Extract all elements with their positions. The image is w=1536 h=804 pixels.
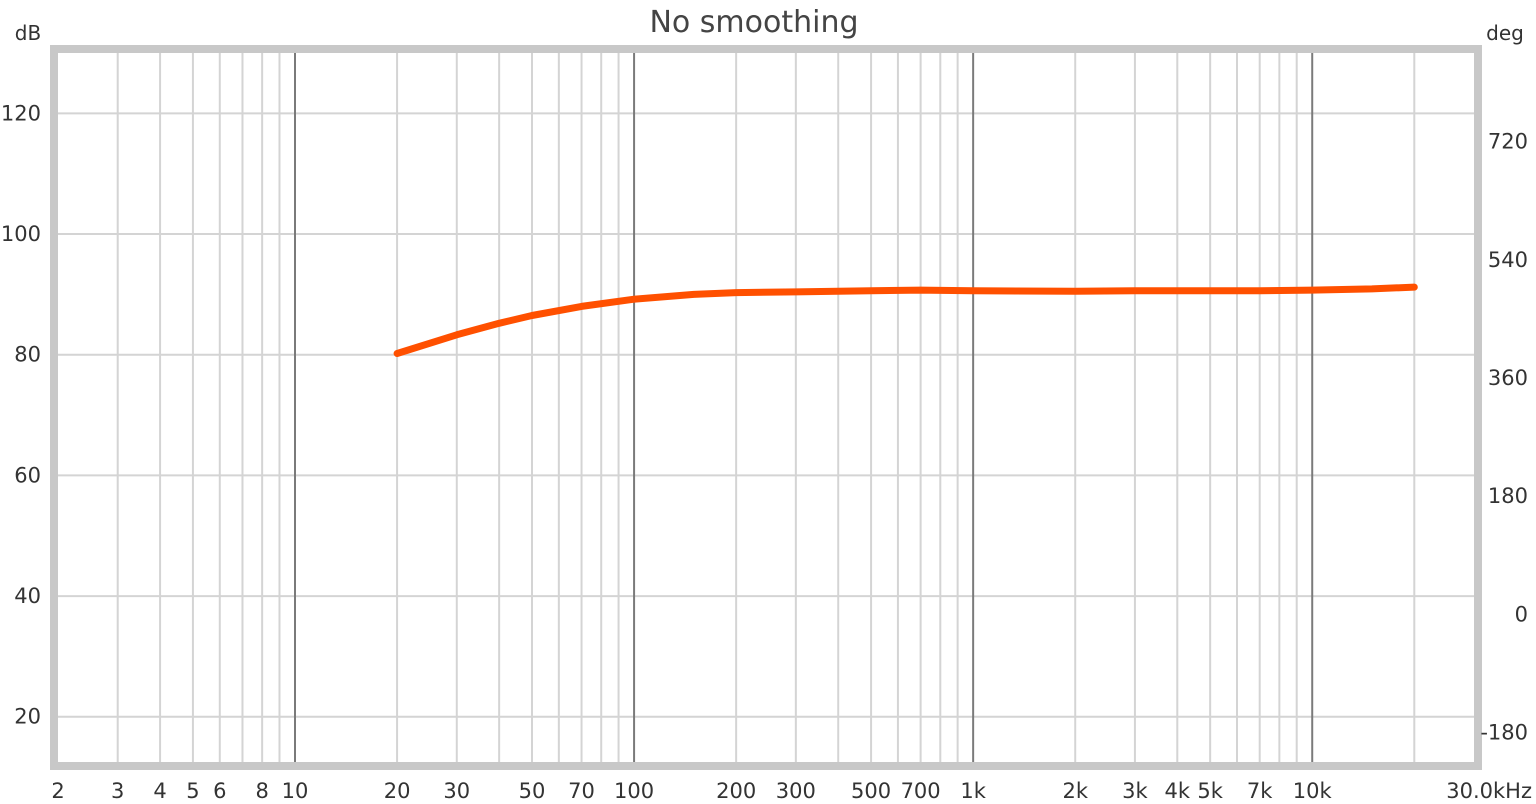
x-tick-label: 500	[851, 779, 891, 803]
y-right-tick-label: 0	[1515, 602, 1528, 626]
x-tick-label: 10k	[1293, 779, 1333, 803]
x-tick-label: 5k	[1197, 779, 1223, 803]
x-tick-label: 300	[776, 779, 816, 803]
y-left-tick-label: 120	[1, 101, 41, 125]
x-tick-labels: 2 3 4 5 6 8 10 20 30 50 70 100 200 300 500 700 1k 2k 3k 4k 5…	[51, 779, 1532, 803]
x-tick-label: 6	[213, 779, 226, 803]
plot-frame	[50, 45, 1482, 770]
x-tick-label: 10	[282, 779, 309, 803]
y-right-tick-label: 360	[1488, 366, 1528, 390]
x-tick-label: 2k	[1062, 779, 1088, 803]
x-tick-label: 20	[384, 779, 411, 803]
x-tick-label: 70	[568, 779, 595, 803]
x-tick-label: 2	[51, 779, 64, 803]
y-right-tick-label: 720	[1488, 130, 1528, 154]
x-tick-label: 3k	[1122, 779, 1148, 803]
x-tick-label: 100	[614, 779, 654, 803]
x-tick-label: 700	[901, 779, 941, 803]
x-tick-label: 8	[255, 779, 268, 803]
y-right-tick-label: -180	[1480, 720, 1528, 744]
y-left-tick-label: 80	[14, 343, 41, 367]
x-tick-label: 1k	[960, 779, 986, 803]
y-left-tick-label: 100	[1, 222, 41, 246]
y-left-unit-label: dB	[15, 21, 41, 45]
y-right-tick-label: 180	[1488, 484, 1528, 508]
x-tick-label: 4k	[1165, 779, 1191, 803]
x-tick-label: 5	[186, 779, 199, 803]
y-right-tick-label: 540	[1488, 248, 1528, 272]
x-tick-label: 30	[443, 779, 470, 803]
chart-title: No smoothing	[649, 5, 858, 40]
y-left-tick-labels: 120 100 80 60 40 20	[1, 101, 41, 728]
x-tick-label: 50	[519, 779, 546, 803]
x-tick-label: 3	[111, 779, 124, 803]
x-tick-label: 200	[716, 779, 756, 803]
y-left-tick-label: 20	[14, 705, 41, 729]
series-line	[393, 283, 1418, 357]
y-left-tick-label: 60	[14, 463, 41, 487]
y-left-tick-label: 40	[14, 584, 41, 608]
x-tick-label: 30.0kHz	[1446, 779, 1532, 803]
grid	[58, 53, 1474, 762]
y-right-unit-label: deg	[1486, 21, 1524, 45]
x-tick-label: 4	[153, 779, 166, 803]
y-right-tick-labels: 720 540 360 180 0 -180	[1480, 130, 1528, 745]
series-layer	[393, 283, 1418, 357]
x-tick-label: 7k	[1247, 779, 1273, 803]
